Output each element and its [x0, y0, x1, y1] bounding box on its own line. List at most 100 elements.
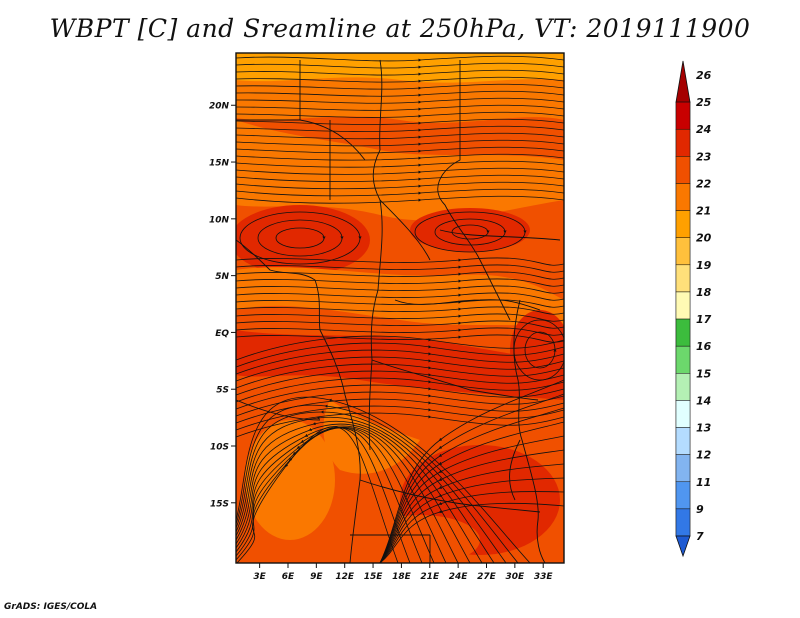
lat-tick-label: 15N [209, 159, 230, 169]
streamline [236, 334, 564, 343]
streamline [236, 132, 564, 140]
colorbar-swatch [675, 128, 691, 157]
colorbar-swatch [675, 156, 691, 184]
streamline [236, 427, 411, 563]
streamline [236, 153, 564, 161]
streamline [379, 502, 564, 563]
lat-tick-label: 10N [209, 215, 230, 225]
streamline [236, 146, 564, 154]
streamline [236, 410, 507, 563]
colorbar-top-arrow [675, 60, 691, 103]
streamline [379, 421, 564, 563]
streamline [236, 139, 564, 147]
colorbar-label: 24 [696, 123, 711, 136]
colorbar-label: 17 [696, 313, 712, 326]
lat-tick-label: 10S [210, 443, 229, 453]
streamline [236, 174, 564, 183]
credit-text: GrADS: IGES/COLA [4, 602, 98, 612]
colorbar-swatch [675, 291, 691, 320]
colorbar-swatch [675, 400, 691, 428]
streamline [236, 188, 564, 197]
streamline [414, 211, 527, 253]
streamline [379, 491, 564, 563]
colorbar: 26 25 24 23 22 21 20 19 18 17 16 15 14 13 12 11 9 7 [675, 60, 712, 558]
streamline [236, 426, 399, 563]
streamline [275, 227, 326, 249]
colorbar-label: 14 [696, 394, 711, 407]
colorbar-swatch [675, 454, 691, 483]
lon-tick-label: 33E [534, 572, 554, 582]
streamline [236, 111, 564, 118]
colorbar-swatch [675, 345, 691, 374]
streamline [451, 224, 490, 240]
lon-tick-label: 30E [506, 572, 526, 582]
colorbar-label: 11 [696, 476, 711, 489]
colorbar-label: 13 [696, 422, 712, 435]
colorbar-label: 22 [696, 177, 712, 190]
streamline [236, 420, 483, 563]
streamline [236, 55, 564, 62]
colorbar-swatch [675, 481, 691, 510]
streamline [379, 393, 564, 563]
streamline [236, 349, 564, 375]
colorbar-swatch [675, 237, 691, 266]
country-borders [236, 59, 561, 563]
streamline [236, 327, 564, 336]
streamline [524, 331, 557, 369]
lon-tick-label: 3E [253, 572, 266, 582]
streamline [239, 211, 362, 265]
colorbar-label: 12 [696, 449, 712, 462]
lat-tick-label: 20N [209, 102, 230, 112]
lon-tick-label: 18E [392, 572, 412, 582]
streamline [236, 292, 564, 301]
streamline [236, 370, 564, 396]
colorbar-label: 9 [696, 503, 704, 516]
streamline [236, 356, 564, 382]
colorbar-label: 19 [696, 259, 712, 272]
streamline [257, 219, 344, 257]
streamline [236, 320, 564, 329]
colorbar-swatch [675, 318, 691, 347]
colorbar-label: 20 [696, 232, 712, 245]
streamline [236, 425, 459, 563]
streamline [236, 167, 564, 175]
streamline [236, 264, 564, 273]
lon-tick-label: 12E [335, 572, 355, 582]
streamline [236, 412, 564, 438]
streamline [236, 306, 564, 315]
lon-tick-label: 6E [282, 572, 295, 582]
streamline [236, 181, 564, 190]
map-title: WBPT [C] and Sreamline at 250hPa, VT: 20… [49, 14, 751, 43]
streamlines [236, 55, 564, 563]
latitude-axis: 20N 15N 10N 5N EQ 5S 10S 15S [209, 102, 236, 509]
streamline [379, 463, 564, 563]
streamline [379, 435, 564, 563]
streamline [236, 257, 564, 266]
streamline [236, 125, 564, 133]
colorbar-swatch [675, 508, 691, 537]
streamline [236, 160, 564, 168]
colorbar-label: 7 [696, 530, 704, 543]
colorbar-swatch [675, 373, 691, 401]
streamline [236, 195, 564, 204]
colorbar-swatch [675, 427, 691, 455]
colorbar-bottom-arrow [675, 535, 691, 558]
streamline [236, 62, 564, 69]
colorbar-label: 25 [696, 96, 712, 109]
streamline [236, 391, 564, 417]
colorbar-swatch [675, 210, 691, 238]
lon-tick-label: 15E [364, 572, 384, 582]
streamline [236, 396, 531, 563]
streamline [513, 319, 564, 381]
lat-tick-label: 5S [216, 386, 229, 396]
colorbar-swatch [675, 183, 691, 211]
streamline [379, 477, 564, 563]
lat-tick-label: 15S [210, 499, 229, 509]
lon-tick-label: 24E [449, 572, 469, 582]
colorbar-label: 15 [696, 367, 712, 380]
colorbar-label: 23 [696, 150, 712, 163]
streamline [236, 335, 564, 361]
streamline [236, 90, 564, 97]
longitude-axis: 3E 6E 9E 12E 15E 18E 21E 24E 27E 30E 33E [253, 563, 553, 582]
